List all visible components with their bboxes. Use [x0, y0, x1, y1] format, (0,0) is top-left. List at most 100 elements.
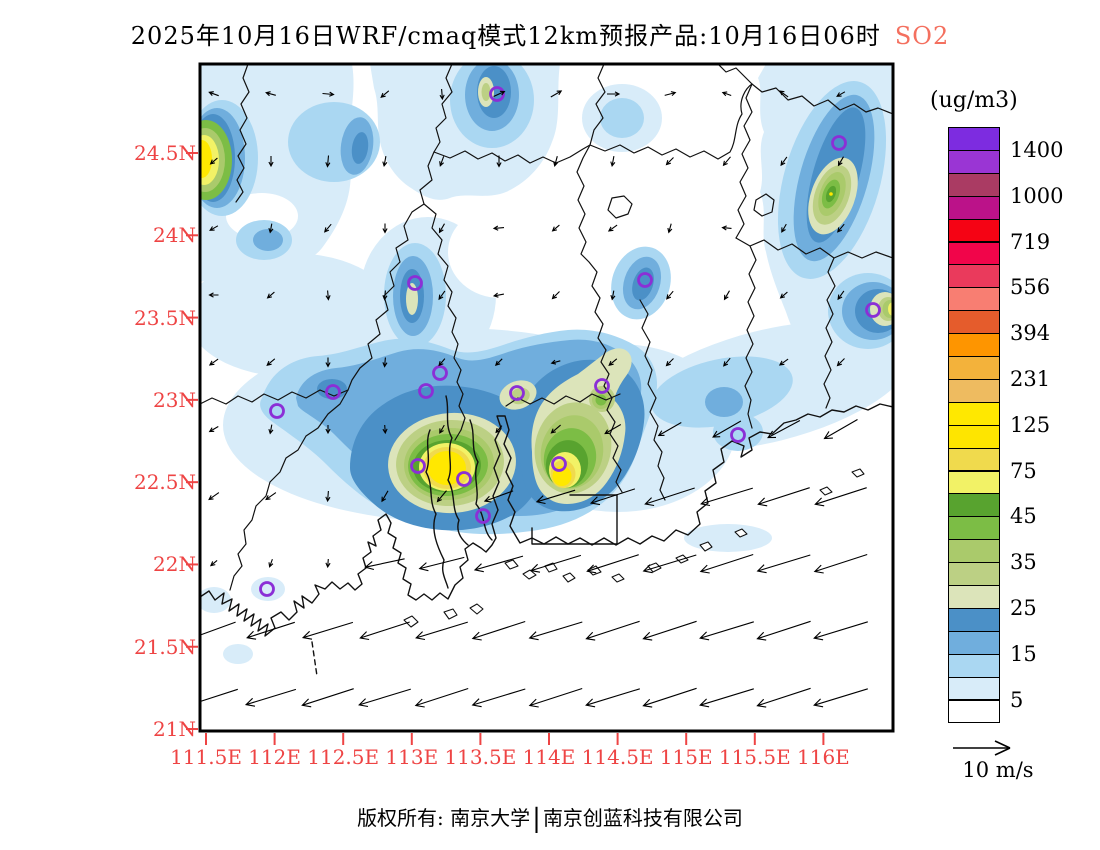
- wind-arrow: [642, 687, 697, 708]
- wind-arrow: [529, 554, 582, 573]
- wind-arrow: [439, 424, 445, 434]
- wind-arrow: [201, 688, 238, 702]
- wind-arrow: [610, 156, 616, 168]
- wind-arrow: [667, 223, 673, 234]
- station-marker: [407, 275, 423, 291]
- wind-arrow: [781, 223, 787, 233]
- station-marker: [637, 272, 653, 288]
- wind-arrow: [756, 554, 811, 574]
- wind-arrow: [814, 487, 867, 507]
- station-marker: [259, 581, 275, 597]
- wind-arrow: [712, 420, 742, 438]
- wind-arrow: [780, 156, 788, 167]
- station-marker: [418, 383, 434, 399]
- wind-arrow: [585, 620, 640, 641]
- wind-arrow: [665, 358, 674, 367]
- wind-arrow: [325, 490, 331, 503]
- station-marker: [432, 365, 448, 381]
- wind-arrow: [381, 490, 389, 503]
- wind-arrow: [608, 358, 618, 366]
- wind-arrow: [208, 91, 219, 97]
- wind-arrow: [380, 90, 390, 98]
- station-marker: [489, 86, 505, 102]
- lon-label-115.5E: 115.5E: [718, 745, 791, 769]
- so2-contour-fills: [201, 65, 892, 664]
- wind-arrow: [721, 91, 732, 97]
- title-text: 2025年10月16日WRF/cmaq模式12km预报产品:10月16日06时: [130, 22, 881, 50]
- wind-arrow: [757, 487, 810, 507]
- wind-arrow: [265, 492, 277, 501]
- lon-label-113.5E: 113.5E: [444, 745, 517, 769]
- lat-label-21.5N: 21.5N: [133, 634, 196, 659]
- wind-arrow: [382, 357, 388, 368]
- lat-label-23N: 23N: [153, 387, 196, 412]
- wind-arrow: [438, 358, 446, 367]
- wind-arrow: [722, 156, 731, 167]
- wind-arrow: [246, 621, 295, 640]
- wind-arrow: [767, 420, 801, 439]
- wind-arrow: [325, 425, 331, 435]
- lat-label-22N: 22N: [153, 552, 196, 577]
- wind-arrow: [266, 358, 276, 366]
- wind-arrow: [325, 357, 331, 368]
- wind-arrow: [359, 621, 410, 641]
- wind-arrow: [778, 90, 789, 98]
- station-marker: [269, 403, 285, 419]
- wind-arrow: [836, 358, 845, 367]
- wind-arrow: [589, 488, 636, 506]
- wind-arrow: [244, 688, 297, 707]
- longitude-tick-marks: [205, 733, 825, 745]
- wind-arrow: [265, 91, 276, 97]
- wind-arrow: [550, 424, 561, 434]
- wind-reference-label: 10 m/s: [962, 758, 1034, 782]
- wind-arrow: [325, 558, 331, 569]
- page-title: 2025年10月16日WRF/cmaq模式12km预报产品:10月16日06时 S…: [0, 16, 1080, 51]
- wind-arrow: [756, 620, 811, 641]
- wind-arrow: [813, 688, 868, 708]
- station-marker: [509, 385, 525, 401]
- station-marker: [594, 378, 610, 394]
- wind-arrow: [358, 688, 411, 708]
- wind-arrow: [438, 223, 445, 234]
- wind-arrow: [837, 223, 845, 233]
- lon-label-112.5E: 112.5E: [307, 745, 380, 769]
- lon-label-114.5E: 114.5E: [581, 745, 654, 769]
- lon-label-115E: 115E: [659, 745, 713, 769]
- lat-label-23.5N: 23.5N: [133, 305, 196, 330]
- wind-arrow: [382, 223, 388, 234]
- wind-arrow: [324, 223, 332, 233]
- wind-arrow: [585, 688, 640, 708]
- wind-arrow: [439, 88, 445, 101]
- wind-arrow: [837, 156, 844, 167]
- wind-arrow: [657, 422, 682, 437]
- wind-arrow: [364, 558, 405, 571]
- wind-arrow: [551, 224, 560, 232]
- wind-arrow: [699, 621, 754, 641]
- wind-arrow: [473, 555, 524, 573]
- footer-left: 版权所有: 南京大学: [357, 806, 531, 830]
- lon-label-114E: 114E: [522, 745, 576, 769]
- wind-arrow: [699, 553, 754, 574]
- wind-arrow: [756, 687, 811, 708]
- wind-arrow: [699, 688, 754, 708]
- wind-arrow: [642, 554, 697, 574]
- station-marker: [831, 135, 847, 151]
- wind-arrow: [438, 290, 446, 301]
- lon-label-112E: 112E: [248, 745, 301, 769]
- wind-arrow: [604, 424, 622, 435]
- wind-arrow: [495, 425, 503, 434]
- station-marker: [325, 384, 341, 400]
- station-marker: [730, 427, 746, 443]
- footer-right: 南京创蓝科技有限公司: [542, 806, 743, 830]
- copyright-footer: 版权所有: 南京大学| 南京创蓝科技有限公司: [0, 802, 1100, 834]
- wind-arrow: [268, 424, 274, 435]
- wind-arrow: [813, 553, 868, 574]
- station-marker: [410, 458, 426, 474]
- wind-arrow: [610, 290, 616, 301]
- station-marker: [551, 456, 567, 472]
- wind-arrow: [268, 156, 274, 168]
- wind-arrow: [813, 621, 868, 641]
- wind-arrow: [483, 490, 514, 503]
